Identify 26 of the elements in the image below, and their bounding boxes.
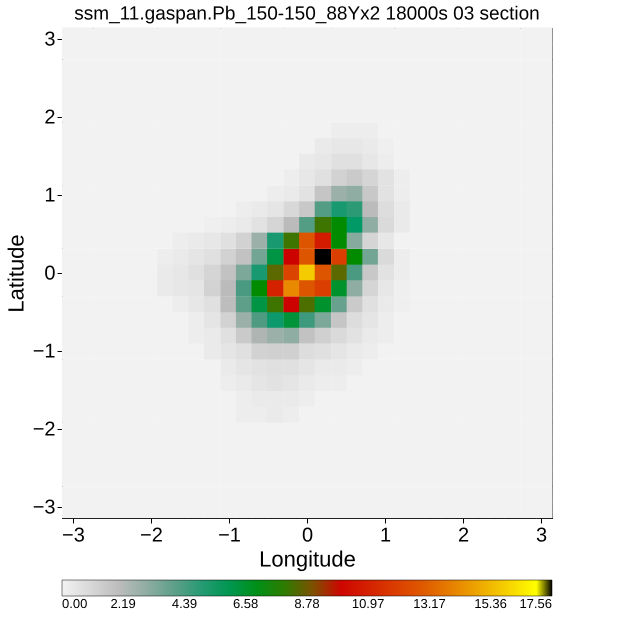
x-tick-label: −1 (218, 524, 241, 546)
x-tick-label: 3 (536, 524, 548, 546)
color-bar-label: 13.17 (413, 596, 446, 611)
x-tick-label: 2 (458, 524, 470, 546)
color-bar-label: 15.36 (474, 596, 507, 611)
y-tick-label: −3 (32, 496, 56, 519)
y-tick-label: −2 (32, 418, 56, 441)
color-bar-label: 6.58 (232, 596, 258, 611)
y-axis-title: Latitude (4, 234, 29, 313)
color-bar-label: 2.19 (110, 596, 136, 611)
x-tick-label: −2 (140, 524, 163, 546)
y-tick-label: 3 (44, 28, 56, 50)
x-tick-label: 0 (302, 524, 314, 546)
color-bar-label: 8.78 (294, 596, 320, 611)
y-tick-label: −1 (32, 340, 56, 363)
y-tick-label: 2 (44, 106, 56, 128)
x-axis-title: Longitude (259, 546, 356, 572)
color-bar-label: 17.56 (519, 596, 552, 611)
x-tick-label: 1 (380, 524, 392, 546)
color-bar-label: 10.97 (352, 596, 384, 611)
x-tick-label: −3 (62, 524, 85, 546)
color-bar-label: 4.39 (172, 596, 198, 611)
chart-title: ssm_11.gaspan.Pb_150-150_88Yx2 18000s 03 section (74, 3, 540, 24)
color-bar-label: 0.00 (62, 596, 88, 611)
y-tick-label: 0 (44, 262, 56, 284)
y-tick-label: 1 (44, 184, 56, 206)
